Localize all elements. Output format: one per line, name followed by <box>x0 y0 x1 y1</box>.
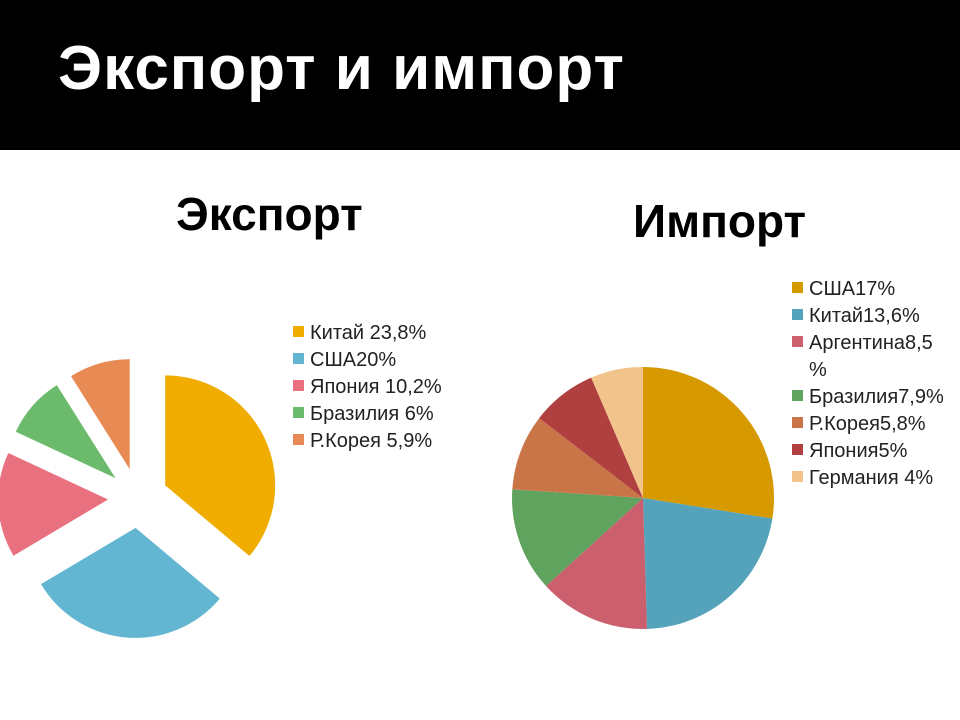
import-legend-swatch-1 <box>792 309 803 320</box>
import-legend-label-3: Бразилия7,9% <box>809 386 944 408</box>
export-slice-4 <box>71 359 130 470</box>
export-legend-swatch-0 <box>293 326 304 337</box>
import-legend-label-6: Германия 4% <box>809 467 934 489</box>
import-legend-item-1: Китай13,6% <box>792 303 947 330</box>
import-slice-3 <box>512 489 643 587</box>
import-legend-swatch-6 <box>792 471 803 482</box>
export-slice-0 <box>165 375 276 557</box>
export-legend-swatch-1 <box>293 353 304 364</box>
export-slice-3 <box>15 385 116 479</box>
export-legend-label-2: Япония 10,2% <box>310 376 442 398</box>
import-slice-1 <box>643 498 773 629</box>
export-slice-2 <box>0 453 109 556</box>
import-legend-label-4: Р.Корея5,8% <box>809 413 926 435</box>
import-legend-item-0: США17% <box>792 276 947 303</box>
import-legend-label-0: США17% <box>809 278 896 300</box>
import-legend-item-6: Германия 4% <box>792 465 947 492</box>
export-legend-label-4: Р.Корея 5,9% <box>310 430 433 452</box>
import-legend-swatch-0 <box>792 282 803 293</box>
export-slice-1 <box>41 527 220 638</box>
import-legend-label-1: Китай13,6% <box>809 305 920 327</box>
import-slice-6 <box>591 367 643 498</box>
import-chart-title: Импорт <box>633 195 806 247</box>
import-legend-swatch-2 <box>792 336 803 347</box>
export-legend-label-3: Бразилия 6% <box>310 403 434 425</box>
export-legend-item-4: Р.Корея 5,9% <box>293 428 458 455</box>
import-slice-5 <box>539 377 643 498</box>
export-legend-item-1: США20% <box>293 347 458 374</box>
import-slice-4 <box>512 418 643 498</box>
export-legend-item-0: Китай 23,8% <box>293 320 458 347</box>
import-legend-swatch-4 <box>792 417 803 428</box>
import-legend-item-3: Бразилия7,9% <box>792 384 947 411</box>
slide-title: Экспорт и импорт <box>58 34 625 103</box>
import-legend-swatch-5 <box>792 444 803 455</box>
import-legend-item-5: Япония5% <box>792 438 947 465</box>
export-legend: Китай 23,8% США20% Япония 10,2% Бразилия 6%… <box>293 320 458 455</box>
export-legend-swatch-4 <box>293 434 304 445</box>
export-legend-swatch-2 <box>293 380 304 391</box>
import-slice-0 <box>643 367 774 519</box>
import-legend-swatch-3 <box>792 390 803 401</box>
import-slice-2 <box>546 498 647 629</box>
export-legend-item-3: Бразилия 6% <box>293 401 458 428</box>
import-legend-label-2: Аргентина8,5% <box>809 332 933 381</box>
import-legend-item-4: Р.Корея5,8% <box>792 411 947 438</box>
export-chart-title: Экспорт <box>176 188 363 240</box>
export-legend-label-1: США20% <box>310 349 397 371</box>
export-legend-swatch-3 <box>293 407 304 418</box>
import-legend-item-2: Аргентина8,5% <box>792 330 947 384</box>
export-legend-item-2: Япония 10,2% <box>293 374 458 401</box>
export-legend-label-0: Китай 23,8% <box>310 322 427 344</box>
title-bar: Экспорт и импорт <box>0 0 960 150</box>
import-legend-label-5: Япония5% <box>809 440 908 462</box>
import-legend: США17% Китай13,6% Аргентина8,5% Бразилия7,9… <box>792 276 947 492</box>
